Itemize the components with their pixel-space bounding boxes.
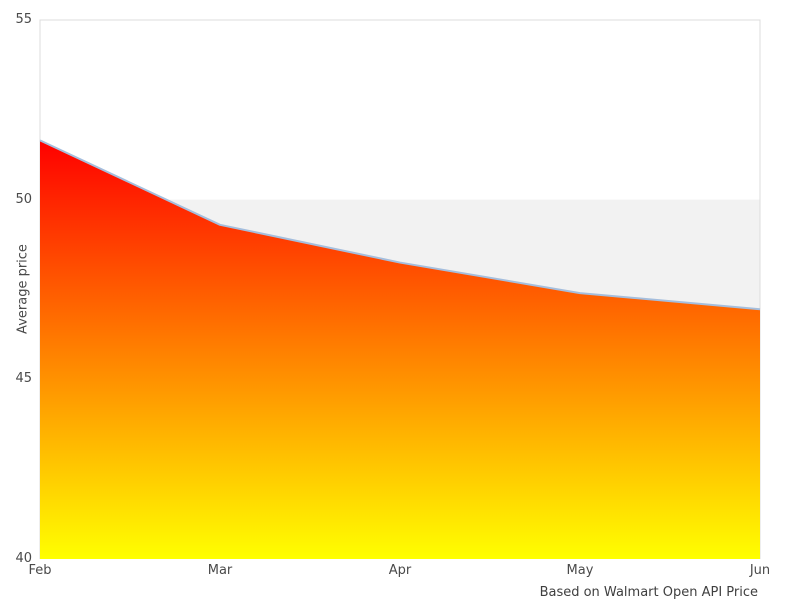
y-axis-title: Average price [15, 244, 31, 334]
x-tick-label: Jun [749, 563, 771, 578]
y-tick-label: 55 [15, 12, 32, 27]
x-tick-label: May [566, 563, 594, 578]
y-tick-label: 50 [15, 191, 32, 207]
x-tick-label: Apr [388, 563, 412, 578]
x-tick-label: Mar [207, 563, 233, 578]
y-tick-label: 40 [15, 551, 32, 566]
area-series [40, 140, 760, 560]
series-line [39, 139, 761, 311]
x-tick-label: Feb [28, 563, 52, 578]
y-tick-label: 45 [15, 371, 32, 387]
chart-caption: Based on Walmart Open API Price [539, 585, 758, 600]
